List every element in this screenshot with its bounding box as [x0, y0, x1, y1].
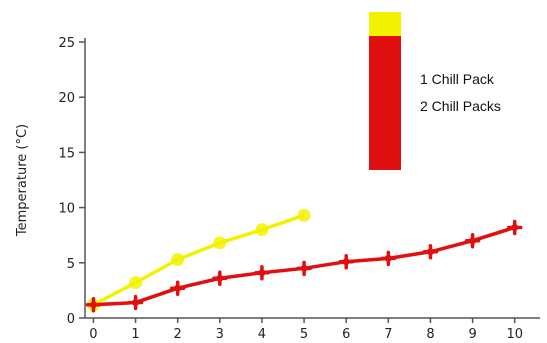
axes [84, 38, 540, 319]
series-layer [85, 208, 523, 313]
data-point [254, 264, 270, 281]
series-2 [85, 219, 523, 313]
data-point [129, 276, 143, 290]
data-point [127, 294, 144, 311]
x-tick-label: 8 [426, 327, 434, 342]
x-tick-label: 1 [131, 327, 139, 342]
data-point [255, 223, 269, 237]
data-point [212, 270, 228, 287]
y-tick-label: 0 [67, 312, 75, 327]
x-tick-label: 10 [506, 327, 523, 342]
y-tick-label: 15 [58, 146, 75, 161]
x-tick-label: 7 [384, 327, 392, 342]
x-tick-label: 4 [258, 327, 266, 342]
y-tick-label: 5 [67, 257, 75, 272]
series-line [92, 213, 305, 307]
data-point [422, 244, 439, 260]
x-tick-label: 6 [342, 327, 350, 342]
legend-label-1: 1 Chill Pack [420, 71, 495, 87]
data-point [213, 236, 227, 250]
y-tick-label: 25 [58, 36, 75, 51]
legend: 1 Chill Pack 2 Chill Packs [369, 12, 501, 170]
data-point [171, 252, 185, 266]
data-point [464, 232, 481, 249]
y-tick-label: 20 [58, 91, 75, 106]
data-point [506, 219, 523, 236]
legend-swatch-2 [369, 36, 401, 170]
data-point [338, 253, 354, 270]
series-1 [86, 208, 311, 312]
x-tick-label: 2 [174, 327, 182, 342]
x-tick-label: 9 [468, 327, 476, 342]
data-point [297, 208, 311, 222]
data-point [169, 280, 186, 296]
y-axis-title: Temperature (°C) [15, 124, 30, 237]
y-tick-label: 10 [58, 202, 75, 217]
data-point [85, 297, 102, 313]
legend-swatch-1 [369, 12, 401, 36]
data-point [296, 260, 312, 277]
data-point [380, 250, 397, 267]
x-tick-label: 0 [89, 327, 97, 342]
ticks: 0 5 10 15 20 25 0 1 2 3 4 5 6 7 8 9 10 [58, 36, 523, 342]
x-tick-label: 5 [300, 327, 308, 342]
legend-label-2: 2 Chill Packs [420, 98, 501, 114]
x-tick-label: 3 [216, 327, 224, 342]
